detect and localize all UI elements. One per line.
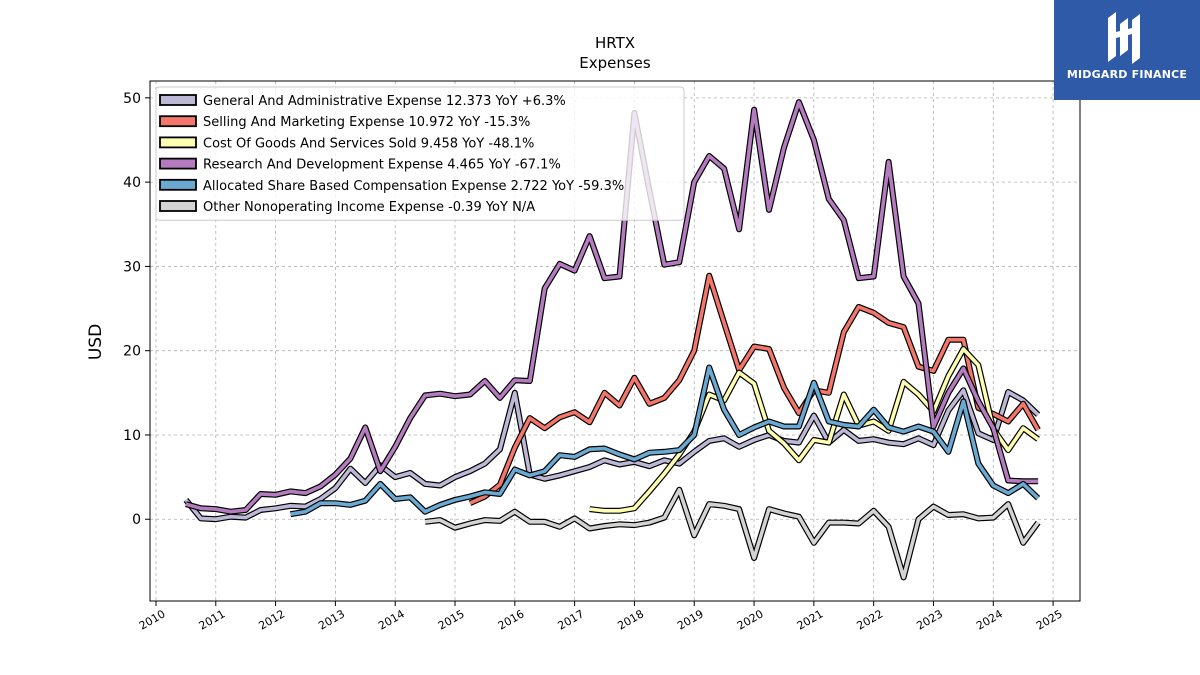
y-tick-label: 10 [123, 428, 141, 444]
legend-swatch [159, 178, 197, 191]
chart-title: HRTX [595, 34, 635, 52]
x-tick-label: 2016 [496, 607, 527, 632]
series-line [290, 365, 1040, 516]
brand-logo: MIDGARD FINANCE [1054, 0, 1200, 100]
legend-label: Selling And Marketing Expense 10.972 YoY… [203, 115, 530, 130]
plot-frame [149, 80, 1081, 602]
x-tick-label: 2012 [256, 607, 287, 632]
legend-label: Research And Development Expense 4.465 Y… [203, 158, 561, 173]
series-5 [424, 486, 1041, 581]
legend-label: General And Administrative Expense 12.37… [203, 94, 566, 109]
x-tick-label: 2017 [556, 607, 587, 632]
series-line [184, 388, 1040, 522]
chart-subtitle: Expenses [579, 54, 651, 72]
y-tick-label: 50 [123, 91, 141, 107]
legend-label: Cost Of Goods And Services Sold 9.458 Yo… [203, 136, 534, 151]
series-1 [468, 272, 1041, 506]
x-tick-label: 2013 [316, 607, 347, 632]
y-axis-label: USD [86, 324, 106, 360]
legend-swatch [159, 136, 197, 149]
brand-name: MIDGARD FINANCE [1066, 68, 1188, 81]
x-tick-label: 2022 [855, 607, 886, 632]
x-tick-label: 2020 [735, 607, 766, 632]
legend-swatch [159, 200, 197, 212]
x-tick-label: 2021 [795, 607, 826, 632]
series-line [185, 100, 1039, 514]
x-tick-label: 2015 [436, 607, 467, 632]
legend-label: Allocated Share Based Compensation Expen… [203, 179, 624, 194]
y-tick-label: 20 [123, 344, 141, 360]
y-tick-label: 40 [123, 175, 141, 191]
x-tick-label: 2011 [197, 607, 228, 632]
y-tick-label: 30 [123, 259, 141, 275]
legend-swatch [159, 157, 197, 170]
series-line [469, 273, 1040, 505]
x-tick-label: 2018 [615, 607, 646, 632]
x-tick-label: 2025 [1034, 607, 1065, 632]
y-tick-label: 0 [132, 512, 141, 528]
legend-box [155, 86, 685, 221]
series-4 [290, 364, 1041, 518]
series-line [424, 487, 1040, 580]
series-outline [424, 486, 1041, 581]
legend-swatch [159, 115, 197, 128]
series-0 [183, 387, 1041, 523]
legend-swatch [159, 94, 197, 106]
x-tick-label: 2010 [137, 607, 168, 632]
legend: General And Administrative Expense 12.37… [155, 86, 685, 221]
legend-label: Other Nonoperating Income Expense -0.39 … [203, 200, 535, 215]
midgard-logo-icon [1108, 12, 1140, 64]
series-2 [589, 346, 1040, 514]
series-3 [185, 99, 1039, 515]
x-tick-label: 2014 [376, 607, 407, 632]
x-tick-label: 2019 [675, 607, 706, 632]
series-outline [183, 387, 1041, 523]
series-lines [183, 99, 1041, 581]
x-tick-label: 2023 [914, 607, 945, 632]
x-tick-label: 2024 [974, 607, 1005, 632]
series-line [589, 347, 1040, 513]
